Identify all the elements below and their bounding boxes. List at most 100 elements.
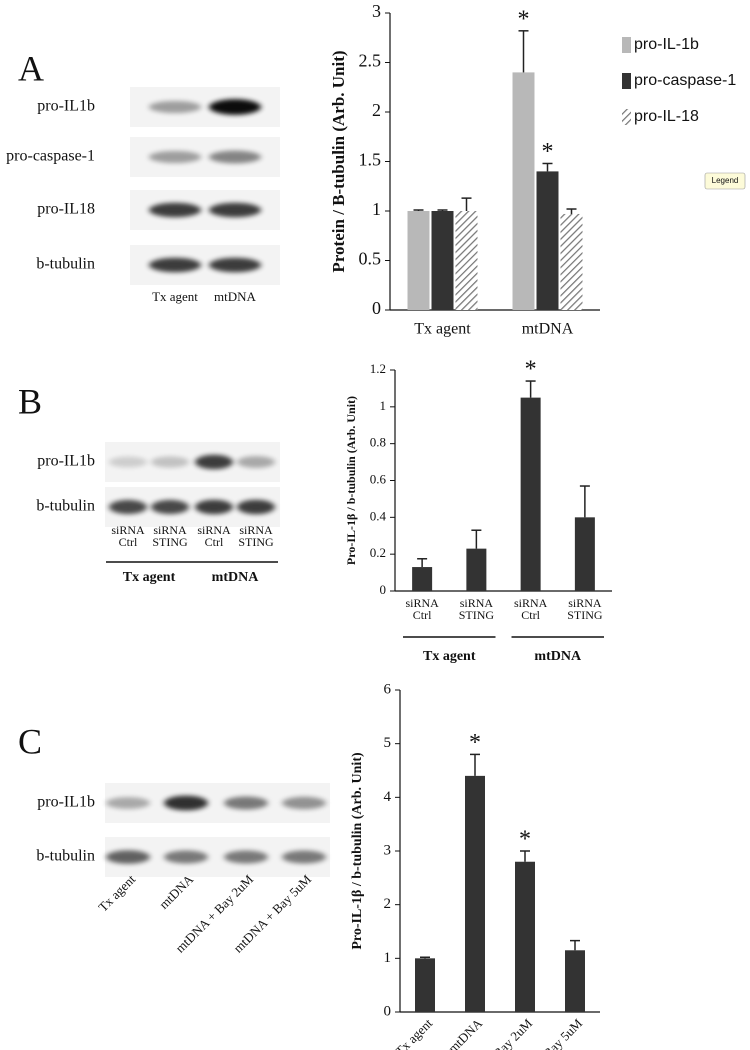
blot-band bbox=[151, 499, 189, 515]
y-tick-label: 2 bbox=[372, 100, 381, 120]
bar bbox=[512, 72, 535, 311]
blot-band bbox=[209, 202, 261, 218]
blot-lane-label: siRNA STING bbox=[152, 523, 188, 549]
blot-lane-label: siRNA Ctrl bbox=[111, 523, 145, 549]
blot-band bbox=[209, 150, 261, 164]
y-tick-label: 2.5 bbox=[359, 51, 382, 71]
significance-star: * bbox=[542, 139, 554, 165]
y-tick-label: 1.2 bbox=[370, 361, 386, 376]
bar bbox=[565, 950, 585, 1012]
bar bbox=[466, 548, 487, 591]
blot-lane-label: siRNA STING bbox=[238, 523, 274, 549]
blot-band bbox=[149, 257, 201, 273]
y-tick-label: 6 bbox=[384, 681, 392, 697]
significance-star: * bbox=[525, 357, 537, 383]
tooltip-box bbox=[704, 172, 746, 190]
tooltip-text: Legend bbox=[712, 176, 739, 185]
blot-row-label: pro-caspase-1 bbox=[6, 148, 95, 165]
y-tick-label: 0.5 bbox=[359, 249, 382, 269]
x-group-label: Tx agent bbox=[423, 649, 476, 664]
x-group-label: mtDNA bbox=[534, 649, 582, 664]
y-tick-label: 4 bbox=[384, 789, 392, 805]
bar bbox=[455, 211, 478, 310]
blot-band bbox=[106, 850, 150, 864]
blot-band bbox=[151, 456, 189, 468]
y-axis-label: Pro-IL-1β / b-tubulin (Arb. Unit) bbox=[350, 752, 365, 950]
blot-lane-label: mtDNA bbox=[214, 289, 257, 304]
bar bbox=[415, 958, 435, 1012]
legend-label: pro-IL-18 bbox=[634, 108, 699, 125]
bar bbox=[520, 397, 541, 591]
blot-lane-label: mtDNA bbox=[156, 871, 197, 912]
blot-band bbox=[149, 202, 201, 218]
y-axis-label: Protein / B-tubulin (Arb. Unit) bbox=[329, 50, 348, 272]
x-tick-label: Tx agent bbox=[392, 1015, 435, 1050]
legend-swatch bbox=[622, 37, 631, 53]
y-tick-label: 0.6 bbox=[370, 471, 387, 486]
blot-band bbox=[209, 99, 261, 115]
blot-row-label: pro-IL1b bbox=[37, 453, 95, 470]
panel-letter: A bbox=[18, 48, 44, 88]
blot-band bbox=[149, 150, 201, 164]
blot-band bbox=[106, 797, 150, 809]
bar bbox=[536, 171, 559, 310]
blot-band bbox=[109, 499, 147, 515]
blot-band bbox=[164, 850, 208, 864]
legend-swatch bbox=[622, 73, 631, 89]
blot-lane-label: Tx agent bbox=[95, 871, 138, 914]
x-tick-label: Tx agent bbox=[414, 321, 471, 338]
x-tick-label: mtDNA bbox=[445, 1015, 486, 1050]
y-tick-label: 0 bbox=[384, 1003, 392, 1019]
y-tick-label: 1 bbox=[372, 199, 381, 219]
blot-lane-label: siRNA Ctrl bbox=[197, 523, 231, 549]
legend-swatch bbox=[622, 109, 631, 125]
blot-band bbox=[224, 796, 268, 810]
blot-band bbox=[149, 100, 201, 114]
blot-band bbox=[164, 795, 208, 811]
x-tick-label: mtDNA bbox=[522, 321, 574, 338]
blot-band bbox=[195, 454, 233, 470]
bar bbox=[407, 211, 430, 310]
blot-group-label: Tx agent bbox=[123, 570, 176, 585]
bar bbox=[412, 567, 433, 591]
y-tick-label: 5 bbox=[384, 735, 392, 751]
y-tick-label: 0 bbox=[372, 298, 381, 318]
blot-band bbox=[237, 499, 275, 515]
x-tick-label: siRNA Ctrl bbox=[405, 596, 439, 622]
significance-star: * bbox=[518, 6, 530, 32]
significance-star: * bbox=[469, 730, 481, 756]
y-tick-label: 3 bbox=[372, 1, 381, 21]
legend-label: pro-IL-1b bbox=[634, 36, 699, 53]
bar bbox=[431, 211, 454, 310]
y-tick-label: 3 bbox=[384, 842, 392, 858]
y-tick-label: 2 bbox=[384, 896, 392, 912]
y-tick-label: 0.8 bbox=[370, 435, 386, 450]
blot-lane-label: Tx agent bbox=[152, 289, 198, 304]
y-tick-label: 0 bbox=[380, 582, 387, 597]
bar bbox=[515, 861, 535, 1012]
blot-band bbox=[224, 850, 268, 864]
blot-band bbox=[195, 499, 233, 515]
panel-letter: C bbox=[18, 721, 42, 761]
bar bbox=[574, 517, 595, 591]
bar bbox=[560, 213, 583, 310]
y-tick-label: 1 bbox=[380, 398, 387, 413]
x-tick-label: siRNA Ctrl bbox=[513, 596, 548, 622]
blot-row-label: b-tubulin bbox=[36, 498, 95, 515]
blot-band bbox=[209, 257, 261, 273]
x-tick-label: siRNA STING bbox=[567, 596, 603, 622]
x-tick-label: siRNA STING bbox=[458, 596, 495, 622]
blot-row-label: b-tubulin bbox=[36, 848, 95, 865]
significance-star: * bbox=[519, 827, 531, 853]
blot-band bbox=[282, 796, 326, 810]
y-tick-label: 1 bbox=[384, 950, 392, 966]
blot-band bbox=[109, 456, 147, 468]
y-axis-label: Pro-IL-1β / b-tubulin (Arb. Unit) bbox=[344, 396, 358, 565]
blot-group-label: mtDNA bbox=[212, 570, 260, 585]
blot-row-label: pro-IL18 bbox=[37, 201, 95, 218]
blot-row-label: b-tubulin bbox=[36, 256, 95, 273]
y-tick-label: 1.5 bbox=[359, 150, 382, 170]
blot-band bbox=[282, 850, 326, 864]
